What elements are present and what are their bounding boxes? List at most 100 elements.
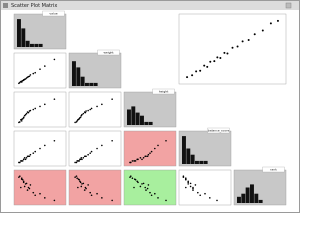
scatter-point bbox=[149, 191, 151, 194]
scatter-point bbox=[22, 79, 25, 82]
scatter-point bbox=[32, 72, 35, 75]
histogram-bar bbox=[254, 193, 259, 203]
scatter-point bbox=[154, 147, 156, 150]
scatter-point bbox=[139, 157, 142, 159]
scatter-point bbox=[81, 158, 83, 161]
scatter-point bbox=[89, 152, 91, 154]
variable-label-box bbox=[97, 49, 120, 56]
scatter-point bbox=[96, 105, 98, 108]
histogram-bar bbox=[85, 82, 89, 86]
scatter-point bbox=[24, 183, 27, 185]
histogram-bar bbox=[237, 196, 241, 203]
scatter-point bbox=[87, 109, 89, 112]
histogram-bar bbox=[135, 112, 140, 125]
scatter-point bbox=[20, 186, 22, 189]
scatter-point bbox=[131, 160, 134, 162]
scatter-point bbox=[24, 158, 27, 161]
overview-point bbox=[231, 46, 234, 49]
histogram-bar bbox=[89, 82, 94, 86]
overview-point bbox=[269, 22, 272, 25]
overview-point bbox=[206, 65, 209, 68]
scatter-point bbox=[216, 199, 218, 202]
scatter-point bbox=[185, 186, 187, 189]
overview-point bbox=[219, 56, 222, 59]
scatter-point bbox=[53, 58, 56, 61]
scatter-panel bbox=[13, 52, 67, 89]
scatter-point bbox=[27, 155, 30, 158]
scatter-point bbox=[96, 147, 98, 150]
histogram-bar bbox=[241, 193, 246, 203]
histogram-bar bbox=[38, 43, 43, 47]
scatter-point bbox=[29, 153, 32, 156]
scatter-point bbox=[28, 110, 31, 112]
scatter-point bbox=[25, 112, 28, 115]
scatter-point bbox=[20, 178, 23, 181]
scatter-point bbox=[81, 113, 83, 116]
scatter-point bbox=[75, 121, 78, 123]
scatter-point bbox=[27, 186, 30, 189]
scatter-point bbox=[32, 108, 35, 111]
scatter-point bbox=[192, 186, 194, 189]
overview-point bbox=[209, 60, 212, 63]
histogram-bar bbox=[182, 136, 186, 164]
scatter-point bbox=[32, 152, 35, 154]
scatter-point bbox=[23, 185, 26, 188]
scatter-point bbox=[187, 180, 189, 183]
histogram-bar bbox=[203, 160, 208, 164]
scatter-point bbox=[85, 110, 87, 112]
scatter-point bbox=[77, 178, 80, 181]
scatter-point bbox=[90, 194, 93, 197]
scatter-point bbox=[189, 182, 192, 185]
overview-point bbox=[213, 60, 216, 63]
window-icon bbox=[3, 3, 8, 8]
histogram-bar bbox=[250, 184, 254, 203]
overview-point bbox=[195, 70, 198, 73]
overview-point bbox=[186, 76, 189, 79]
scatter-point bbox=[111, 199, 113, 202]
scatter-panel bbox=[68, 169, 122, 206]
scatter-point bbox=[111, 139, 113, 142]
scatter-point bbox=[75, 161, 78, 164]
overview-point bbox=[276, 19, 279, 22]
variable-label-box bbox=[207, 127, 230, 134]
scatter-point bbox=[53, 139, 56, 142]
scatter-point bbox=[150, 150, 153, 153]
scatter-point bbox=[53, 98, 56, 100]
scatter-point bbox=[111, 98, 113, 100]
scatter-point bbox=[44, 197, 46, 199]
scatter-point bbox=[79, 180, 81, 183]
page: Scatter Plot Matrix value weight height bal… bbox=[0, 0, 300, 213]
scatter-point bbox=[26, 189, 29, 191]
scatter-point bbox=[182, 175, 185, 177]
scatter-panel bbox=[13, 169, 67, 206]
scatter-point bbox=[101, 197, 103, 199]
scatter-panel bbox=[178, 169, 232, 206]
scatter-point bbox=[75, 175, 78, 177]
scatter-point bbox=[20, 118, 23, 121]
variable-label-box bbox=[42, 10, 65, 17]
close-button[interactable] bbox=[285, 2, 292, 9]
title-bar bbox=[1, 1, 299, 10]
scatter-point bbox=[199, 194, 201, 197]
histogram-bar bbox=[199, 160, 204, 164]
scatter-point bbox=[34, 150, 36, 153]
scatter-point bbox=[90, 107, 93, 110]
scatter-point bbox=[192, 189, 194, 191]
overview-point bbox=[236, 45, 239, 48]
scatter-point bbox=[197, 191, 199, 194]
scatter-point bbox=[130, 175, 132, 177]
scatter-point bbox=[39, 147, 41, 150]
histogram-bar bbox=[93, 82, 98, 86]
histogram-bar bbox=[186, 148, 191, 164]
scatter-point bbox=[81, 183, 83, 185]
scatter-point bbox=[133, 186, 135, 189]
scatter-point bbox=[101, 144, 103, 147]
scatter-point bbox=[187, 183, 189, 185]
scatter-point bbox=[29, 184, 32, 186]
histogram-bar bbox=[25, 40, 30, 47]
histogram-bar bbox=[76, 67, 81, 86]
histogram-bar bbox=[195, 160, 199, 164]
scatter-point bbox=[150, 194, 153, 197]
variable-label: weight bbox=[103, 51, 114, 55]
scatter-point bbox=[74, 161, 76, 164]
